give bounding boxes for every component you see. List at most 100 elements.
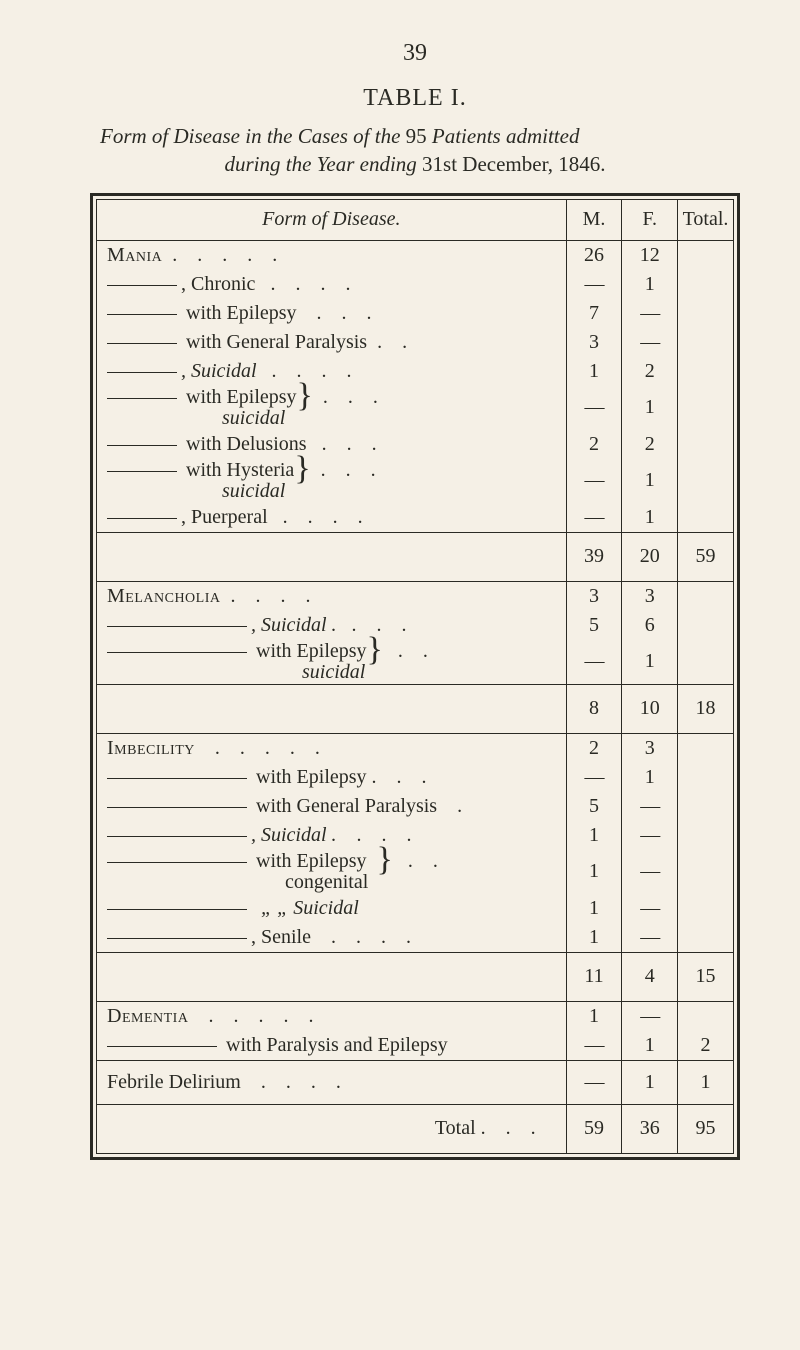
row-label: Imbecility <box>107 737 195 759</box>
cell-f: 20 <box>622 532 678 581</box>
row-label: Febrile Delirium <box>107 1071 241 1093</box>
cell-f: 6 <box>622 611 678 640</box>
cell-t <box>678 733 733 763</box>
header-total: Total. <box>678 200 733 241</box>
ditto-dash <box>107 471 177 472</box>
header-f: F. <box>622 200 678 241</box>
cell-m: 11 <box>566 952 622 1001</box>
ditto-dash <box>107 343 177 344</box>
cell-m: — <box>566 1060 622 1104</box>
cell-m: 26 <box>566 240 622 270</box>
page-number: 39 <box>90 40 740 67</box>
cell-t <box>678 299 733 328</box>
ditto-dash <box>107 518 177 519</box>
row-label: „ „ Suicidal <box>261 897 359 919</box>
table-row: Dementia . . . . . 1 — <box>97 1001 733 1031</box>
cell-f: 1 <box>622 1031 678 1061</box>
cell-t: 15 <box>678 952 733 1001</box>
cell-t <box>678 581 733 611</box>
ditto-dash <box>107 626 247 627</box>
row-label: with Delusions <box>181 433 307 455</box>
row-label-1: with Epilepsy <box>251 640 367 662</box>
row-label: , Suicidal . <box>251 614 337 636</box>
cell-m: 1 <box>566 923 622 953</box>
cell-t <box>678 328 733 357</box>
row-label: Dementia <box>107 1005 188 1027</box>
cell-f: 1 <box>622 1060 678 1104</box>
title-block: Form of Disease in the Cases of the 95 P… <box>100 122 730 179</box>
row-label-1: with Epilepsy <box>251 850 367 872</box>
table-inner-frame: Form of Disease. M. F. Total. Mania . . … <box>96 199 734 1154</box>
page: 39 TABLE I. Form of Disease in the Cases… <box>0 0 800 1350</box>
title-part-1: Form of Disease in the Cases of the <box>100 124 400 148</box>
cell-f: 1 <box>622 503 678 533</box>
table-header-row: Form of Disease. M. F. Total. <box>97 200 733 241</box>
cell-t: 2 <box>678 1031 733 1061</box>
table-row: with Epilepsy . . . 7 — <box>97 299 733 328</box>
cell-f: 1 <box>622 386 678 430</box>
cell-t <box>678 640 733 685</box>
cell-t <box>678 792 733 821</box>
row-label: , Senile <box>251 926 311 948</box>
cell-m: 59 <box>566 1104 622 1153</box>
cell-f: — <box>622 328 678 357</box>
ditto-dash <box>107 909 247 910</box>
cell-t <box>678 923 733 953</box>
table-row: , Chronic . . . . — 1 <box>97 270 733 299</box>
cell-t: 95 <box>678 1104 733 1153</box>
cell-m: 8 <box>566 684 622 733</box>
table-row: with General Paralysis . 5 — <box>97 792 733 821</box>
cell-m: — <box>566 386 622 430</box>
ditto-dash <box>107 807 247 808</box>
subtotal-row: 39 20 59 <box>97 532 733 581</box>
cell-t <box>678 850 733 894</box>
cell-t: 1 <box>678 1060 733 1104</box>
row-label: , Suicidal <box>181 360 257 382</box>
cell-f: — <box>622 792 678 821</box>
table-row: Mania . . . . . 26 12 <box>97 240 733 270</box>
ditto-dash <box>107 372 177 373</box>
row-label-1: with Epilepsy <box>181 386 297 408</box>
table-label: TABLE I. <box>90 85 740 112</box>
cell-t <box>678 611 733 640</box>
cell-t <box>678 240 733 270</box>
ditto-dash <box>107 398 177 399</box>
cell-f: 10 <box>622 684 678 733</box>
cell-f: 36 <box>622 1104 678 1153</box>
table-row: Febrile Delirium . . . . — 1 1 <box>97 1060 733 1104</box>
title-count: 95 <box>406 124 427 148</box>
cell-m: 5 <box>566 792 622 821</box>
subtotal-row: 11 4 15 <box>97 952 733 1001</box>
cell-m: 2 <box>566 430 622 459</box>
cell-t <box>678 894 733 923</box>
cell-m: 1 <box>566 1001 622 1031</box>
table-row: Melancholia . . . . 3 3 <box>97 581 733 611</box>
cell-m: — <box>566 459 622 503</box>
title-part-2a: during the Year ending <box>224 152 416 176</box>
ditto-dash <box>107 778 247 779</box>
row-label: with Epilepsy <box>181 302 297 324</box>
table-row: , Suicidal . . . . 1 — <box>97 821 733 850</box>
row-label-2: suicidal <box>302 661 365 683</box>
cell-t <box>678 459 733 503</box>
title-part-1b: Patients admitted <box>432 124 580 148</box>
cell-t <box>678 430 733 459</box>
cell-f: 12 <box>622 240 678 270</box>
table-row: , Suicidal . . . . 1 2 <box>97 357 733 386</box>
ditto-dash <box>107 938 247 939</box>
cell-m: — <box>566 503 622 533</box>
header-form: Form of Disease. <box>97 200 566 241</box>
cell-f: 1 <box>622 763 678 792</box>
cell-f: 1 <box>622 459 678 503</box>
cell-m: 5 <box>566 611 622 640</box>
cell-f: — <box>622 923 678 953</box>
cell-f: 3 <box>622 733 678 763</box>
cell-m: 7 <box>566 299 622 328</box>
row-label-1: with Hysteria <box>181 459 294 481</box>
cell-f: 2 <box>622 430 678 459</box>
cell-f: 1 <box>622 640 678 685</box>
table-row: with General Paralysis . . 3 — <box>97 328 733 357</box>
table-row: with Epilepsy} . . suicidal — 1 <box>97 640 733 685</box>
table-row: with Epilepsy } . . congenital 1 — <box>97 850 733 894</box>
cell-f: 3 <box>622 581 678 611</box>
